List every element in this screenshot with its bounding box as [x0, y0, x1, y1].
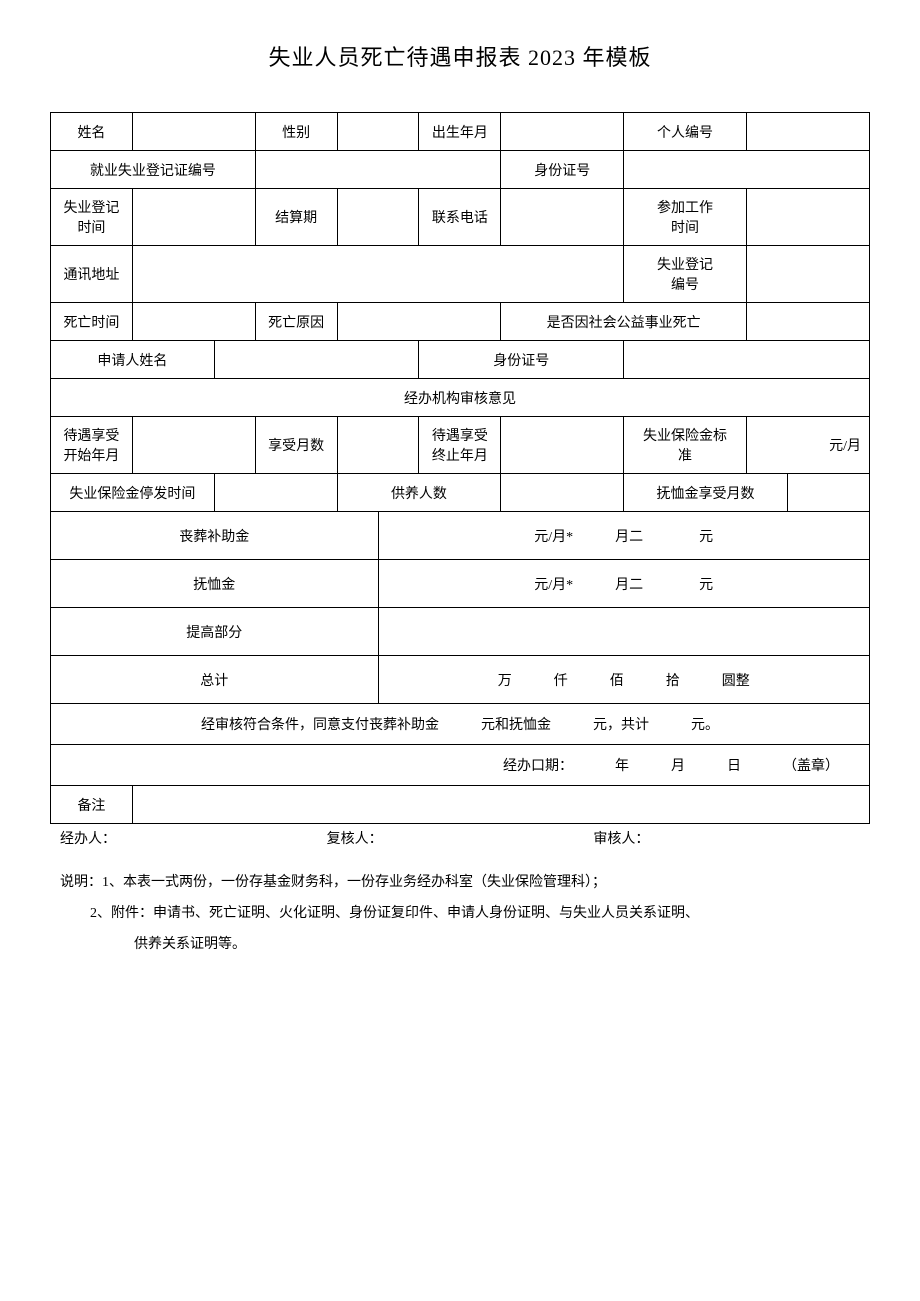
value-public-welfare-death[interactable]	[746, 303, 869, 341]
value-total[interactable]: 万 仟 佰 拾 圆整	[378, 656, 870, 704]
label-settle-period: 结算期	[255, 189, 337, 246]
value-pension[interactable]: 元/月* 月二 元	[378, 560, 870, 608]
auditor-label: 审核人：	[593, 828, 860, 848]
approval-line: 经审核符合条件，同意支付丧葬补助金 元和抚恤金 元，共计 元。	[51, 704, 870, 745]
value-death-time[interactable]	[132, 303, 255, 341]
reviewer-label: 复核人：	[327, 828, 594, 848]
label-personal-no: 个人编号	[624, 113, 747, 151]
label-address: 通讯地址	[51, 246, 133, 303]
handler-label: 经办人：	[60, 828, 327, 848]
label-reg-cert-no: 就业失业登记证编号	[51, 151, 256, 189]
label-death-reason: 死亡原因	[255, 303, 337, 341]
value-work-start-time[interactable]	[746, 189, 869, 246]
label-applicant-name: 申请人姓名	[51, 341, 215, 379]
value-unemp-reg-time[interactable]	[132, 189, 255, 246]
label-applicant-id-no: 身份证号	[419, 341, 624, 379]
label-benefit-end: 待遇享受 终止年月	[419, 417, 501, 474]
value-stop-pay-time[interactable]	[214, 474, 337, 512]
label-insurance-std: 失业保险金标 准	[624, 417, 747, 474]
value-applicant-id-no[interactable]	[624, 341, 870, 379]
value-death-reason[interactable]	[337, 303, 501, 341]
value-benefit-end[interactable]	[501, 417, 624, 474]
value-unemp-reg-no[interactable]	[746, 246, 869, 303]
value-personal-no[interactable]	[746, 113, 869, 151]
label-increase-part: 提高部分	[51, 608, 379, 656]
label-pension-months: 抚恤金享受月数	[624, 474, 788, 512]
value-settle-period[interactable]	[337, 189, 419, 246]
label-pension: 抚恤金	[51, 560, 379, 608]
label-agency-review: 经办机构审核意见	[51, 379, 870, 417]
signature-row: 经办人： 复核人： 审核人：	[50, 828, 870, 848]
label-dependents: 供养人数	[337, 474, 501, 512]
label-work-start-time: 参加工作 时间	[624, 189, 747, 246]
notes-line-2: 2、附件：申请书、死亡证明、火化证明、身份证复印件、申请人身份证明、与失业人员关…	[60, 899, 860, 930]
label-gender: 性别	[255, 113, 337, 151]
main-table: 姓名 性别 出生年月 个人编号 就业失业登记证编号 身份证号 失业登记 时间 结…	[50, 112, 870, 824]
value-phone[interactable]	[501, 189, 624, 246]
value-address[interactable]	[132, 246, 623, 303]
value-funeral-allowance[interactable]: 元/月* 月二 元	[378, 512, 870, 560]
value-gender[interactable]	[337, 113, 419, 151]
value-benefit-months[interactable]	[337, 417, 419, 474]
label-benefit-months: 享受月数	[255, 417, 337, 474]
value-reg-cert-no[interactable]	[255, 151, 501, 189]
page-title: 失业人员死亡待遇申报表 2023 年模板	[50, 40, 870, 72]
value-benefit-start[interactable]	[132, 417, 255, 474]
notes-line-1: 说明：1、本表一式两份，一份存基金财务科，一份存业务经办科室（失业保险管理科）；	[60, 868, 860, 899]
value-dependents[interactable]	[501, 474, 624, 512]
label-unemp-reg-no: 失业登记 编号	[624, 246, 747, 303]
value-pension-months[interactable]	[787, 474, 869, 512]
value-remark[interactable]	[132, 786, 869, 824]
value-name[interactable]	[132, 113, 255, 151]
value-id-no[interactable]	[624, 151, 870, 189]
label-funeral-allowance: 丧葬补助金	[51, 512, 379, 560]
label-unemp-reg-time: 失业登记 时间	[51, 189, 133, 246]
label-id-no: 身份证号	[501, 151, 624, 189]
label-stop-pay-time: 失业保险金停发时间	[51, 474, 215, 512]
value-birth[interactable]	[501, 113, 624, 151]
label-phone: 联系电话	[419, 189, 501, 246]
label-birth: 出生年月	[419, 113, 501, 151]
label-remark: 备注	[51, 786, 133, 824]
value-applicant-name[interactable]	[214, 341, 419, 379]
label-public-welfare-death: 是否因社会公益事业死亡	[501, 303, 747, 341]
notes-line-3: 供养关系证明等。	[60, 930, 860, 961]
label-benefit-start: 待遇享受 开始年月	[51, 417, 133, 474]
label-name: 姓名	[51, 113, 133, 151]
notes-section: 说明：1、本表一式两份，一份存基金财务科，一份存业务经办科室（失业保险管理科）；…	[50, 868, 870, 960]
date-line: 经办口期： 年 月 日 （盖章）	[51, 745, 870, 786]
value-insurance-std[interactable]: 元/月	[746, 417, 869, 474]
value-increase-part[interactable]	[378, 608, 870, 656]
label-total: 总计	[51, 656, 379, 704]
label-death-time: 死亡时间	[51, 303, 133, 341]
